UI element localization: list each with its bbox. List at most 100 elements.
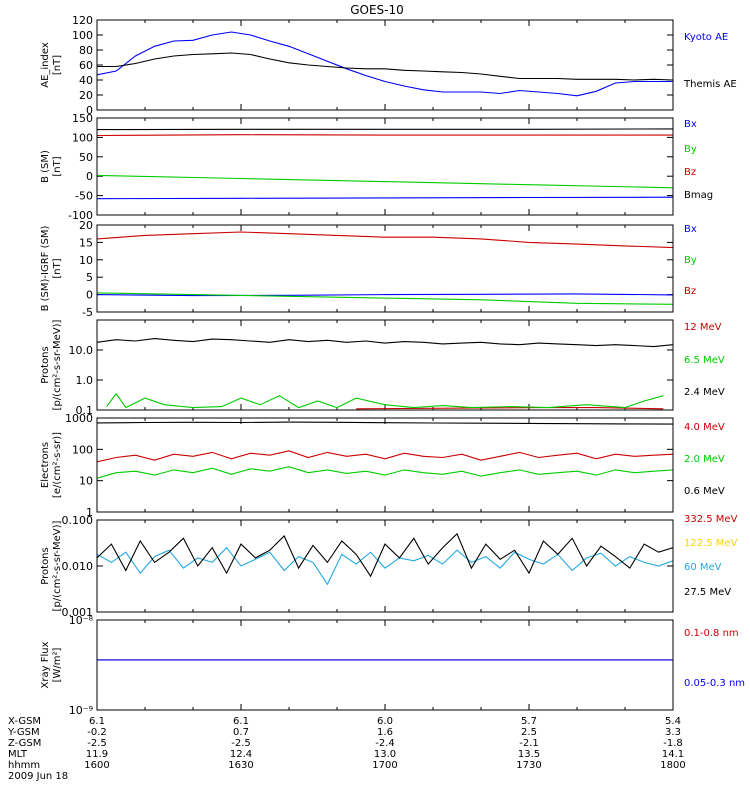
series-line-themis-ae xyxy=(97,52,673,81)
footer-row-label: MLT xyxy=(8,749,28,760)
y-tick-label: 10 xyxy=(79,475,93,488)
y-axis-label: Protons[p/(cm²-s-sr-MeV)] xyxy=(40,319,63,410)
y-tick-label: 0.1 xyxy=(76,404,94,417)
footer-value: 6.1 xyxy=(233,716,249,727)
y-axis-label: B (SM)[nT] xyxy=(40,150,63,183)
y-tick-label: 0 xyxy=(86,170,93,183)
series-line-4-0-mev xyxy=(97,450,673,463)
legend-by: By xyxy=(684,144,697,155)
y-tick-label: 10⁻⁹ xyxy=(69,704,93,717)
y-axis-label: Xray Flux[W/m²] xyxy=(40,641,63,688)
y-tick-label: 5 xyxy=(86,271,93,284)
footer-value: 2.5 xyxy=(521,727,537,738)
y-tick-label: 120 xyxy=(72,14,93,27)
legend-themis-ae: Themis AE xyxy=(683,79,737,90)
series-group xyxy=(97,532,673,586)
legend-kyoto-ae: Kyoto AE xyxy=(684,32,728,43)
series-group xyxy=(97,31,673,97)
legend-0-05-0-3-nm: 0.05-0.3 nm xyxy=(684,678,745,689)
footer-value: -2.5 xyxy=(231,738,251,749)
series-group xyxy=(97,128,673,200)
y-tick-label: -100 xyxy=(68,209,93,222)
legend-332-5-mev: 332.5 MeV xyxy=(684,514,738,525)
footer-value: 1.6 xyxy=(377,727,393,738)
y-tick-label: 10⁻⁸ xyxy=(69,614,94,627)
y-tick-label: 15 xyxy=(79,236,93,249)
y-tick-label: 80 xyxy=(79,44,93,57)
series-group xyxy=(97,231,673,305)
footer-value: -1.8 xyxy=(663,738,683,749)
series-line-by xyxy=(97,174,673,189)
legend-bz: Bz xyxy=(684,167,696,178)
y-tick-label: 100 xyxy=(72,443,93,456)
series-line-bx xyxy=(97,293,673,297)
y-tick-label: -5 xyxy=(82,306,93,319)
series-line-2-0-mev xyxy=(97,466,673,479)
legend-bx: Bx xyxy=(684,224,697,235)
y-tick-label: 50 xyxy=(79,151,93,164)
series-line-27-5-mev xyxy=(97,532,673,578)
y-tick-label: 0.010 xyxy=(62,560,94,573)
y-tick-label: 100 xyxy=(72,29,93,42)
footer-value: 1600 xyxy=(84,760,109,771)
y-tick-label: 1 xyxy=(86,506,93,519)
footer-value: 1800 xyxy=(660,760,685,771)
legend-bmag: Bmag xyxy=(684,190,713,201)
legend-122-5-mev: 122.5 MeV xyxy=(684,538,738,549)
panel-1: 0 20 40 60 80 100 120 AE_index[nT] Kyoto AE Themi… xyxy=(40,14,737,117)
panel-3: -5 0 5 10 15 20 B (SM)-IGRF (SM)[nT] Bx By Bz xyxy=(40,219,697,319)
footer-value: 13.5 xyxy=(518,749,540,760)
y-tick-label: 10.0 xyxy=(69,344,94,357)
legend-2-0-mev: 2.0 MeV xyxy=(684,454,725,465)
series-line-bx xyxy=(97,196,673,200)
y-tick-label: 150 xyxy=(72,112,93,125)
footer-row-label: 2009 Jun 18 xyxy=(8,771,68,782)
y-tick-label: 20 xyxy=(79,89,93,102)
footer-row-label: Z-GSM xyxy=(8,738,41,749)
series-line-60-mev xyxy=(97,546,673,586)
panel-6: 0.001 0.010 0.100Protons[p/(cm²-s-sr-MeV)]… xyxy=(40,514,738,619)
y-axis-label: Electrons[e/(cm²-s-sr)] xyxy=(40,432,63,498)
footer-value: 3.3 xyxy=(665,727,681,738)
legend-12-mev: 12 MeV xyxy=(684,322,722,333)
footer-value: -2.4 xyxy=(375,738,395,749)
y-tick-label: 0.100 xyxy=(62,514,94,527)
panel-frame xyxy=(96,224,674,313)
y-axis-label: B (SM)-IGRF (SM)[nT] xyxy=(40,226,63,312)
footer-value: 14.1 xyxy=(662,749,684,760)
panel-frame xyxy=(96,417,674,513)
footer-value: 1630 xyxy=(228,760,253,771)
legend-by: By xyxy=(684,255,697,266)
footer-value: 6.1 xyxy=(89,716,105,727)
series-line-0-6-mev xyxy=(97,421,673,425)
series-line-bmag xyxy=(97,128,673,131)
series-line-bz xyxy=(97,231,673,249)
y-tick-label: 0.001 xyxy=(62,606,94,619)
series-line-kyoto-ae xyxy=(97,31,673,97)
footer-value: 11.9 xyxy=(86,749,108,760)
legend-bx: Bx xyxy=(684,119,697,130)
footer-value: 5.7 xyxy=(521,716,537,727)
y-tick-label: -50 xyxy=(75,190,93,203)
legend-4-0-mev: 4.0 MeV xyxy=(684,422,725,433)
panel-frame xyxy=(96,519,674,613)
panel-frame xyxy=(96,319,674,411)
panel-frame xyxy=(96,19,674,111)
legend-0-6-mev: 0.6 MeV xyxy=(684,486,725,497)
legend-bz: Bz xyxy=(684,286,696,297)
series-line-bz xyxy=(97,134,673,137)
chart-title: GOES-10 xyxy=(350,3,404,17)
y-tick-label: 20 xyxy=(79,219,93,232)
y-tick-label: 0 xyxy=(86,289,93,302)
footer-value: 1700 xyxy=(372,760,397,771)
legend-6-5-mev: 6.5 MeV xyxy=(684,355,725,366)
panel-frame xyxy=(96,619,674,711)
footer-value: 12.4 xyxy=(230,749,252,760)
y-tick-label: 1000 xyxy=(65,412,93,425)
series-line-2-4-mev xyxy=(97,338,673,348)
y-tick-label: 100 xyxy=(72,131,93,144)
footer-value: 0.7 xyxy=(233,727,249,738)
legend-60-mev: 60 MeV xyxy=(684,562,722,573)
